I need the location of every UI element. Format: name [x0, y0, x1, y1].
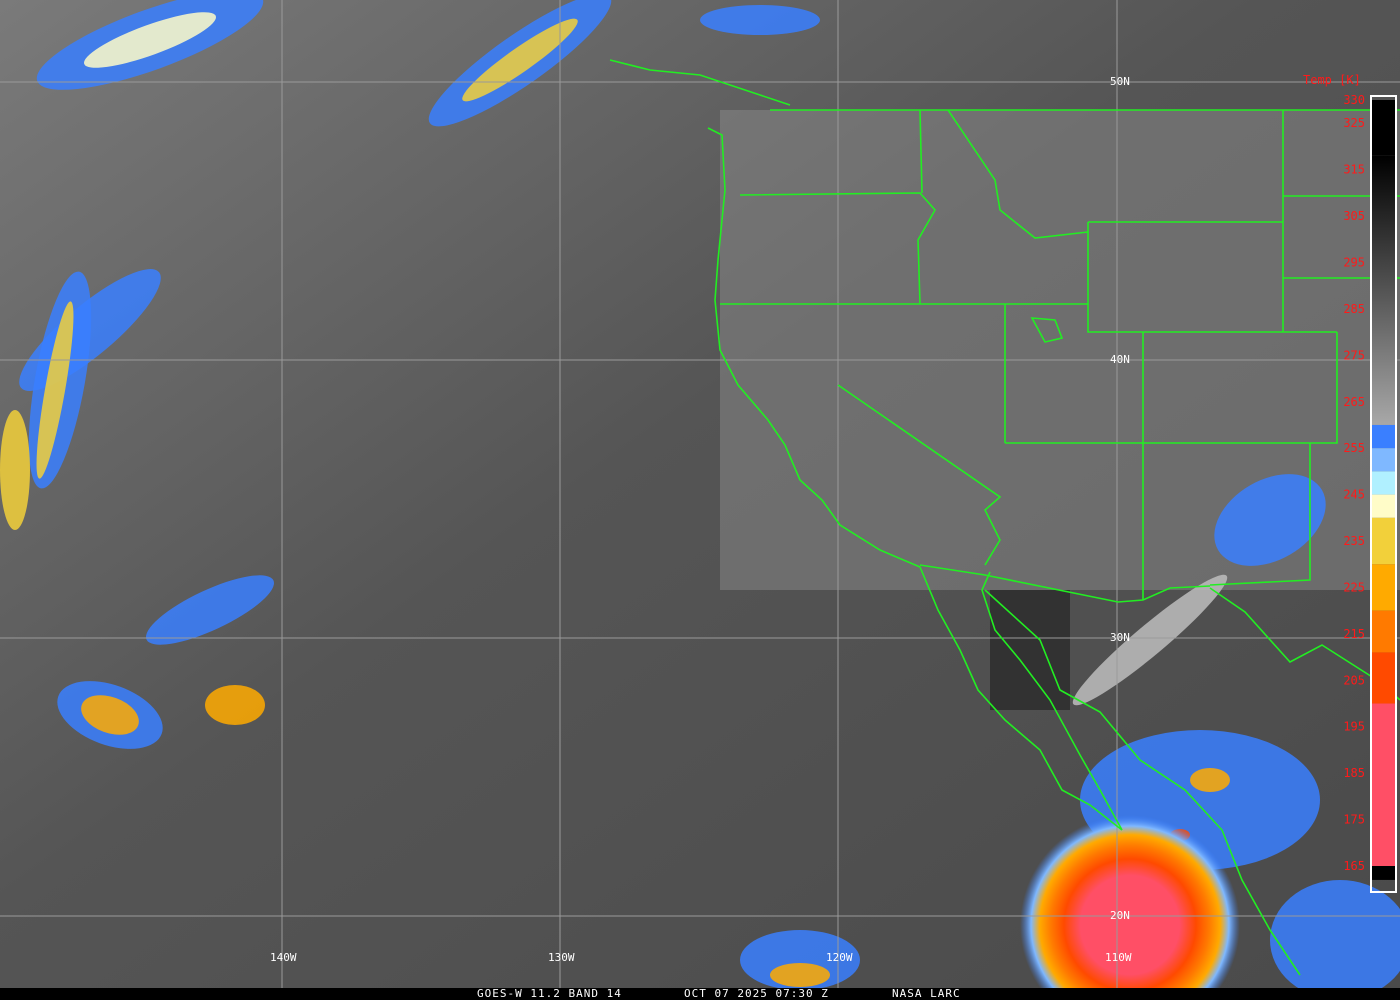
boundary-line: [1209, 443, 1311, 586]
colorbar-tick-label: 235: [1343, 534, 1365, 548]
colorbar-segment: [1372, 155, 1395, 425]
boundary-line: [947, 109, 1089, 239]
boundary-line: [837, 384, 1002, 566]
latitude-label: 50N: [1110, 75, 1130, 88]
boundaries: [609, 59, 1400, 976]
colorbar-tick-label: 225: [1343, 580, 1365, 594]
latitude-label: 30N: [1110, 631, 1130, 644]
colorbar-tick-label: 175: [1343, 813, 1365, 827]
colorbar-segment: [1372, 517, 1395, 565]
boundary-line: [981, 571, 1123, 831]
caption-satellite: GOES-W 11.2 BAND 14: [477, 987, 622, 1000]
cloud-blob: [1270, 880, 1400, 1000]
cloud-blob: [462, 18, 578, 102]
latitude-label: 40N: [1110, 353, 1130, 366]
boundary-line: [919, 564, 1211, 603]
colorbar-frame: [1370, 95, 1397, 893]
colorbar-tick-label: 305: [1343, 209, 1365, 223]
colorbar-tick-label: 255: [1343, 441, 1365, 455]
colorbar-segment: [1372, 703, 1395, 866]
colorbar-tick-label: 325: [1343, 116, 1365, 130]
cloud-blob: [81, 695, 139, 735]
cloud-blob: [1214, 474, 1326, 566]
caption-bar: GOES-W 11.2 BAND 14 OCT 07 2025 07:30 Z …: [0, 988, 1400, 1000]
colorbar-tick-label: 315: [1343, 163, 1365, 177]
cloud-blob: [84, 12, 216, 68]
colorbar-tick-label: 295: [1343, 255, 1365, 269]
boundary-line: [707, 127, 1123, 831]
colorbar-tick-label: 330: [1343, 93, 1365, 107]
cloud-blob: [770, 963, 830, 987]
boundary-line: [919, 109, 923, 194]
colorbar: Temp [K] 330 325 315 305 295 285 275 265 255 245 23…: [1303, 73, 1397, 893]
colorbar-segment: [1372, 652, 1395, 704]
colorbar-segment: [1372, 471, 1395, 495]
colorbar-segment: [1372, 610, 1395, 653]
colorbar-tick-label: 245: [1343, 488, 1365, 502]
longitude-label: 130W: [548, 951, 575, 964]
colorbar-segment: [1372, 494, 1395, 518]
cloud-blob: [0, 410, 30, 530]
longitude-label: 120W: [826, 951, 853, 964]
caption-credit: NASA LARC: [892, 987, 961, 1000]
cloud-blob: [1190, 768, 1230, 792]
colorbar-tick-label: 275: [1343, 348, 1365, 362]
colorbar-segment: [1372, 100, 1395, 156]
gulf-of-california: [990, 590, 1070, 710]
boundary-line: [609, 59, 791, 106]
latitude-label: 20N: [1110, 909, 1130, 922]
boundary-line: [1087, 221, 1337, 333]
cloud-blob: [145, 575, 275, 645]
colorbar-tick-label: 285: [1343, 302, 1365, 316]
cloud-blob: [36, 301, 74, 479]
colorbar-segment: [1372, 424, 1395, 449]
longitude-label: 110W: [1105, 951, 1132, 964]
boundary-line: [1030, 317, 1064, 343]
colorbar-tick-label: 185: [1343, 766, 1365, 780]
boundary-line: [1005, 332, 1338, 444]
cloud-blob: [205, 685, 265, 725]
colorbar-tick-label: 165: [1343, 859, 1365, 873]
colorbar-tick-label: 195: [1343, 720, 1365, 734]
cloud-blob: [700, 5, 820, 35]
colorbar-segment: [1372, 564, 1395, 611]
colorbar-segment: [1372, 448, 1395, 472]
colorbar-tick-label: 205: [1343, 673, 1365, 687]
caption-datetime: OCT 07 2025 07:30 Z: [684, 987, 829, 1000]
colorbar-tick-label: 215: [1343, 627, 1365, 641]
colorbar-tick-label: 265: [1343, 395, 1365, 409]
hurricane: [1020, 815, 1240, 1000]
cloud-blob: [1072, 574, 1228, 706]
boundary-line: [984, 589, 1301, 976]
longitude-label: 140W: [270, 951, 297, 964]
boundary-line: [739, 192, 936, 305]
colorbar-segment: [1372, 866, 1395, 880]
colorbar-title: Temp [K]: [1303, 73, 1361, 87]
